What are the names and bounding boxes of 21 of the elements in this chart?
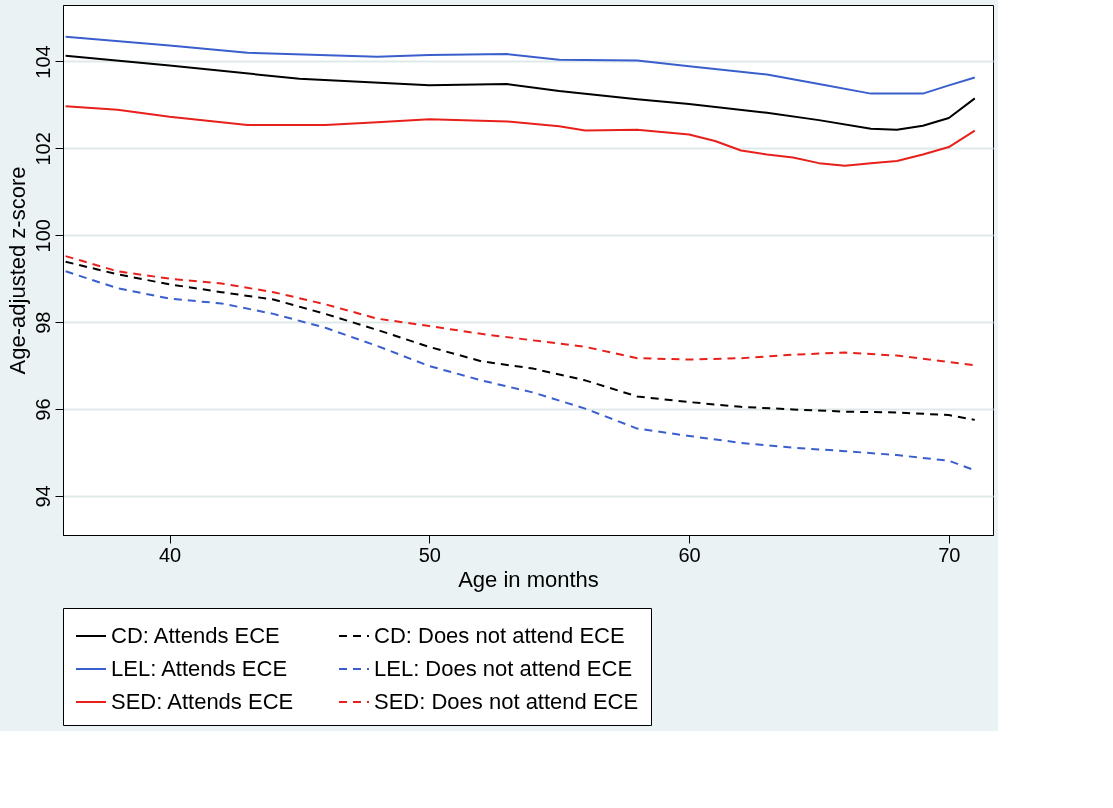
- x-tick-label: 50: [418, 543, 441, 566]
- legend-label: CD: Attends ECE: [111, 623, 280, 648]
- y-axis-title: Age-adjusted z-score: [4, 166, 30, 375]
- y-tick-label: 98: [31, 311, 54, 334]
- legend-label: LEL: Attends ECE: [111, 656, 288, 681]
- x-axis-title: Age in months: [458, 566, 599, 592]
- legend-label: SED: Attends ECE: [111, 689, 294, 714]
- y-tick-label: 102: [31, 132, 54, 166]
- y-tick-label: 100: [31, 219, 54, 253]
- line-series: [64, 255, 976, 367]
- y-tick-label: 104: [31, 45, 54, 79]
- legend-label: SED: Does not attend ECE: [374, 689, 639, 714]
- x-tick-label: 70: [938, 543, 961, 566]
- x-tick-label: 60: [678, 543, 701, 566]
- line-series: [64, 35, 976, 95]
- x-tick-label: 40: [158, 543, 182, 566]
- legend-label: LEL: Does not attend ECE: [374, 656, 633, 681]
- y-tick-label: 94: [31, 485, 54, 508]
- legend-label: CD: Does not attend ECE: [374, 623, 625, 648]
- y-tick-label: 96: [31, 398, 54, 421]
- line-series: [64, 105, 976, 167]
